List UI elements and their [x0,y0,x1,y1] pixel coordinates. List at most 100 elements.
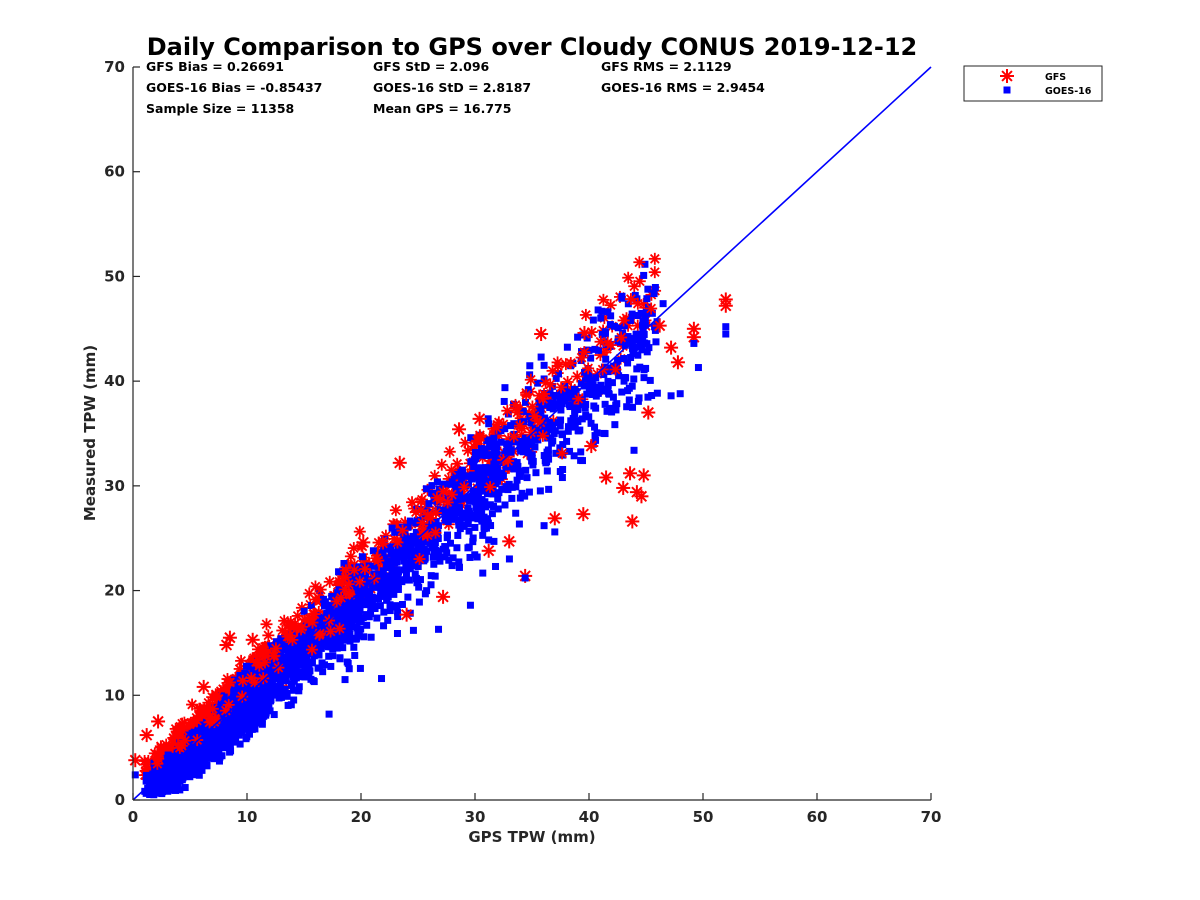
goes-16-point [307,602,315,610]
goes-16-point [519,407,527,415]
goes-16-point [465,507,473,515]
gfs-point [278,614,291,627]
goes-16-point [570,385,578,393]
goes-16-point [529,424,537,432]
goes-16-point [607,312,615,320]
goes-16-point [408,547,416,555]
goes-16-point [378,675,386,683]
goes-16-point [234,679,242,687]
goes-16-point [546,389,554,397]
goes-16-point [323,609,331,617]
gfs-point [267,650,280,663]
goes-16-point [556,468,564,476]
gfs-point [358,563,371,576]
goes-16-point [340,559,348,567]
goes-16-point [443,549,451,557]
goes-16-point [393,558,401,566]
goes-16-point [517,467,525,475]
y-tick-label: 0 [115,791,125,809]
gfs-point [631,297,644,310]
goes-16-point [340,607,348,615]
goes-16-point [247,722,255,730]
goes-16-point [528,457,536,465]
goes-16-point [387,543,395,551]
goes-16-point [451,502,459,510]
goes-16-point [608,379,616,387]
goes-16-point [232,717,240,725]
goes-16-point [289,686,297,694]
goes-16-point [290,696,298,704]
gfs-point [193,702,206,715]
goes-16-point [236,671,244,679]
goes-16-point [167,764,175,772]
goes-16-point [640,366,648,374]
goes-16-point [171,767,179,775]
goes-16-point [644,285,652,293]
gfs-point [624,293,637,306]
goes-16-point [168,753,176,761]
goes-16-point [387,563,395,571]
goes-16-point [648,392,656,400]
goes-16-point [355,597,363,605]
goes-16-point [208,754,216,762]
gfs-point [257,643,270,656]
goes-16-point [263,698,271,706]
goes-16-point [325,652,333,660]
goes-16-point [325,710,333,718]
goes-16-point [209,737,217,745]
goes-16-point [356,615,364,623]
goes-16-point [490,439,498,447]
gfs-point [664,340,679,355]
goes-16-point [558,474,566,482]
goes-16-point [476,496,484,504]
goes-16-point [195,771,203,779]
goes-16-point [234,726,242,734]
goes-16-point [256,687,264,695]
goes-16-point [470,492,478,500]
goes-16-point [344,659,352,667]
goes-16-point [428,539,436,547]
goes-16-point [545,455,553,463]
goes-16-point [415,583,423,591]
goes-16-point [466,601,474,609]
gfs-point [629,485,644,500]
goes-16-point [483,436,491,444]
goes-16-point [187,752,195,760]
one-to-one-line [132,66,932,801]
goes-16-point [479,569,487,577]
goes-16-point [262,711,270,719]
x-tick-label: 30 [465,808,486,826]
goes-16-point [545,399,553,407]
goes-16-point [623,403,631,411]
goes-16-point [428,489,436,497]
goes-16-point [276,685,284,693]
gfs-point [648,266,661,279]
goes-16-point [217,734,225,742]
goes-16-point [606,321,614,329]
goes-16-point [366,587,374,595]
goes-16-point [211,743,219,751]
goes-16-point [162,761,170,769]
goes-16-point [541,414,549,422]
goes-16-point [442,514,450,522]
gfs-point [302,614,315,627]
goes-16-point [341,612,349,620]
goes-16-point [653,389,661,397]
goes-16-point [639,322,647,330]
goes-16-point [371,562,379,570]
goes-16-point [646,376,654,384]
goes-16-point [358,553,366,561]
goes-16-point [629,403,637,411]
goes-16-point [634,312,642,320]
goes-16-point [621,374,629,382]
gfs-highlight-points [151,256,658,770]
goes-16-point [436,557,444,565]
goes-16-point [527,419,535,427]
gfs-point [544,378,557,391]
goes-16-point [471,551,479,559]
gfs-point [307,607,320,620]
goes-16-point [376,602,384,610]
goes-16-point [272,638,280,646]
goes-16-point [236,713,244,721]
